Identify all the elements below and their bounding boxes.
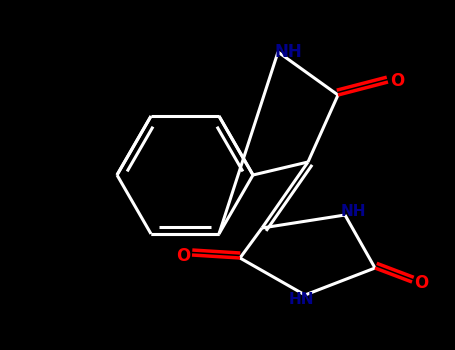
- Text: NH: NH: [274, 43, 302, 61]
- Text: NH: NH: [340, 203, 366, 218]
- Text: O: O: [176, 247, 190, 265]
- Text: O: O: [390, 72, 404, 90]
- Text: HN: HN: [288, 292, 314, 307]
- Text: O: O: [414, 274, 428, 292]
